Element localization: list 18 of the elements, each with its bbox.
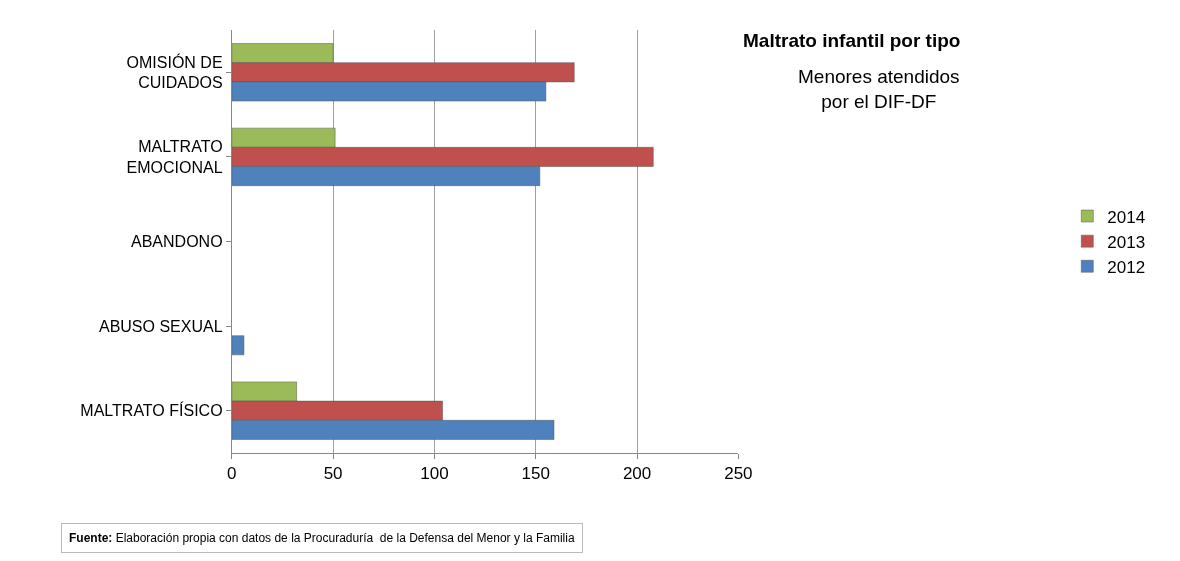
x-tick-label: 250: [724, 464, 753, 484]
legend-label: 2014: [1107, 207, 1146, 227]
x-tick-label: 200: [622, 464, 652, 484]
y-tick-label: ABANDONO: [131, 233, 223, 251]
y-tick-label: OMISIÓN DE CUIDADOS: [126, 52, 223, 92]
legend-label: 2012: [1107, 257, 1146, 277]
x-tick-label: 100: [420, 464, 449, 484]
text: Menores atendidos por el DIF-DF: [798, 66, 960, 112]
y-tick-label: MALTRATO EMOCIONAL: [126, 138, 223, 176]
y-tick-label: ABUSO SEXUAL: [98, 317, 223, 335]
x-tick-label: 150: [521, 464, 550, 484]
bar: [231, 335, 245, 356]
y-tick-label: MALTRATO FÍSICO: [80, 401, 223, 420]
x-tick-label: 50: [323, 464, 343, 484]
source-note: Fuente: Elaboración propia con datos de la Procuraduría de la Defensa del Menor y la Familia: [69, 531, 575, 545]
text: Maltrato infantil por tipo: [743, 30, 961, 51]
legend-label: 2013: [1107, 232, 1146, 252]
x-tick-label: 0: [227, 464, 237, 484]
